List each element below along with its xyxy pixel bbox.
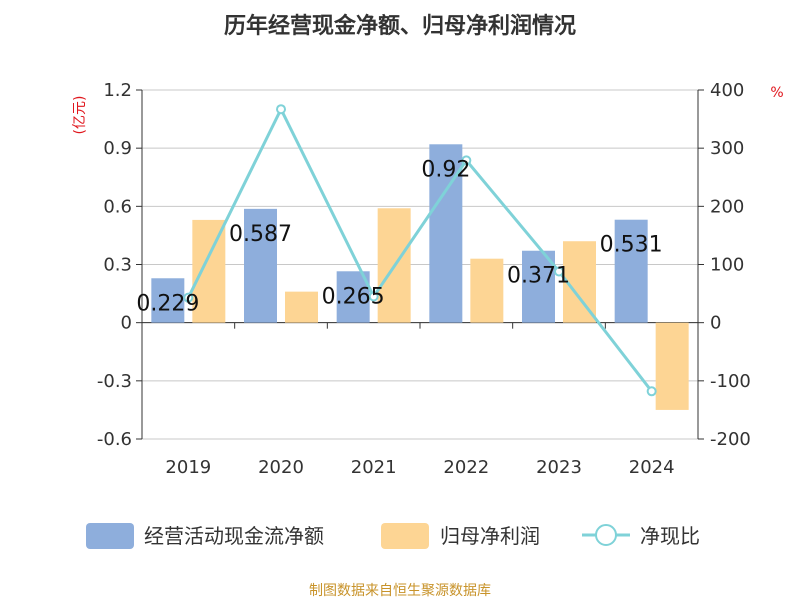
cashflow-bar bbox=[522, 250, 555, 323]
right-tick-label: 100 bbox=[710, 255, 744, 276]
net-profit-bar bbox=[655, 322, 689, 410]
bar-data-label: 0.371 bbox=[507, 264, 570, 289]
ratio-point bbox=[183, 292, 194, 303]
bar-data-label: 0.587 bbox=[229, 222, 292, 247]
left-axis-unit: (亿元) bbox=[72, 96, 88, 135]
ratio-point bbox=[554, 266, 564, 277]
right-tick-label: 0 bbox=[710, 313, 721, 334]
bar-data-label: 0.265 bbox=[322, 284, 385, 309]
legend-marker-ratio bbox=[595, 524, 617, 546]
legend-swatch-cashflow bbox=[86, 523, 134, 549]
bars bbox=[151, 144, 689, 410]
left-tick-label: -0.3 bbox=[97, 371, 132, 392]
source-note: 制图数据来自恒生聚源数据库 bbox=[309, 583, 491, 599]
category-label: 2024 bbox=[629, 457, 675, 478]
right-tick-label: -200 bbox=[710, 429, 751, 450]
legend-label-ratio: 净现比 bbox=[640, 524, 700, 548]
cashflow-bar bbox=[151, 278, 185, 323]
bar-data-label: 0.229 bbox=[136, 291, 199, 316]
axes: 1.2 400 0.9 300 0.6 200 0.3 100 0 0 -0.3 -100 -0.6 -2… bbox=[97, 80, 751, 478]
cashflow-bar bbox=[244, 208, 277, 323]
bar-data-label: 0.531 bbox=[600, 233, 663, 258]
right-tick-label: -100 bbox=[710, 371, 751, 392]
left-tick-label: -0.6 bbox=[97, 429, 132, 450]
data-labels: 0.229 0.587 0.265 0.92 0.371 0.531 bbox=[136, 157, 662, 316]
ratio-point bbox=[276, 104, 286, 115]
right-tick-label: 300 bbox=[710, 138, 744, 159]
legend-label-cashflow: 经营活动现金流净额 bbox=[144, 524, 324, 548]
bar-data-label: 0.92 bbox=[421, 157, 470, 182]
category-label: 2022 bbox=[443, 457, 489, 478]
right-tick-label: 400 bbox=[710, 80, 744, 101]
left-tick-label: 0.9 bbox=[103, 138, 132, 159]
category-label: 2020 bbox=[258, 457, 304, 478]
category-label: 2021 bbox=[351, 457, 397, 478]
legend: 经营活动现金流净额 归母净利润 净现比 bbox=[86, 523, 700, 549]
net-profit-bar bbox=[470, 258, 504, 323]
ratio-line-path bbox=[186, 105, 653, 393]
net-profit-bar bbox=[285, 291, 318, 323]
right-axis-unit: % bbox=[770, 85, 783, 101]
ratio-line bbox=[183, 104, 657, 397]
ratio-point bbox=[646, 386, 657, 397]
left-tick-label: 0.3 bbox=[103, 255, 132, 276]
chart-title: 历年经营现金净额、归母净利润情况 bbox=[224, 13, 576, 39]
left-tick-label: 1.2 bbox=[103, 80, 132, 101]
legend-swatch-net-profit bbox=[381, 523, 429, 549]
category-label: 2023 bbox=[536, 457, 582, 478]
grid-lines bbox=[142, 89, 698, 440]
left-tick-label: 0.6 bbox=[103, 196, 132, 217]
left-tick-label: 0 bbox=[121, 313, 132, 334]
category-label: 2019 bbox=[165, 457, 211, 478]
ratio-point bbox=[368, 291, 379, 302]
net-profit-bar bbox=[192, 219, 226, 323]
ratio-point bbox=[461, 155, 472, 166]
cashflow-bar bbox=[614, 219, 648, 323]
right-tick-label: 200 bbox=[710, 196, 744, 217]
legend-label-net-profit: 归母净利润 bbox=[440, 524, 540, 548]
